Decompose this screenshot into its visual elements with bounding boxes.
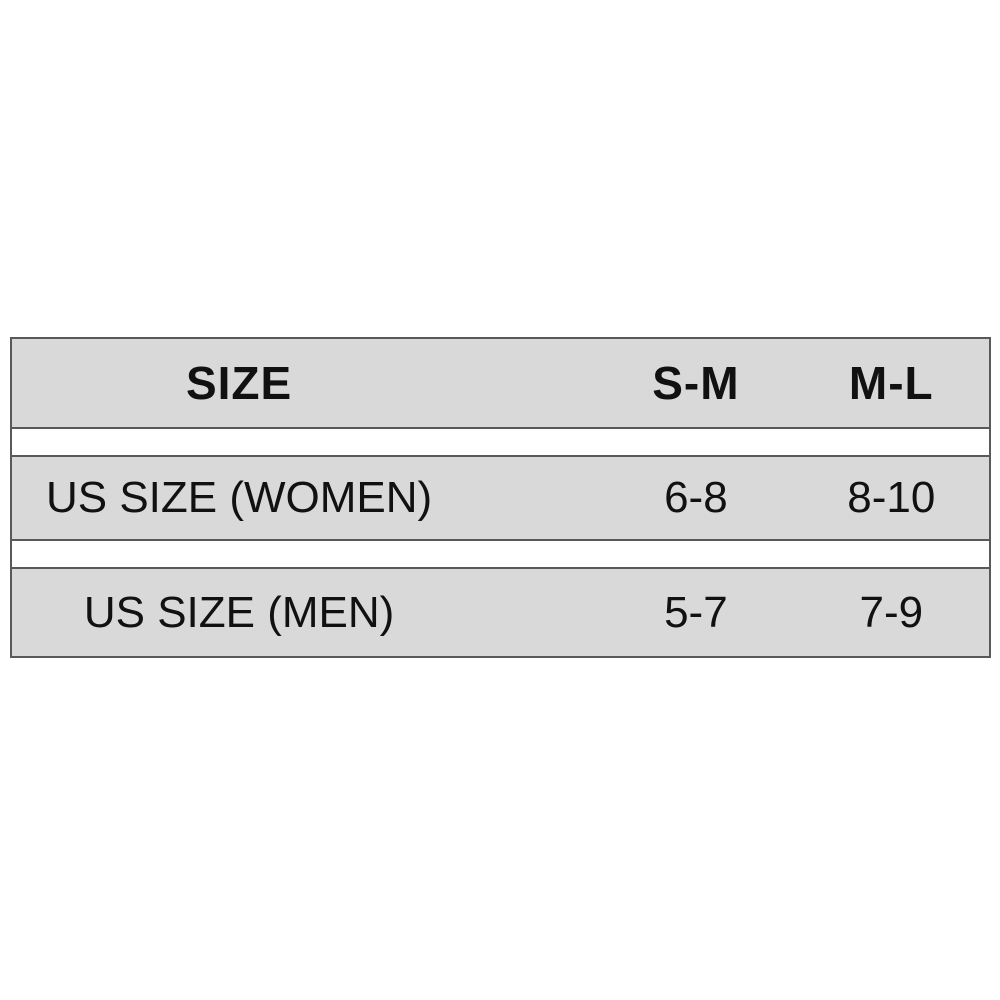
table-row-women: US SIZE (WOMEN) 6-8 8-10 bbox=[12, 455, 989, 541]
women-row-label: US SIZE (WOMEN) bbox=[45, 473, 433, 522]
header-size-label: SIZE bbox=[185, 357, 293, 409]
size-chart-table: SIZE S-M M-L US SIZE (WOMEN) 6-8 8-10 US… bbox=[10, 337, 991, 658]
row-gap bbox=[12, 541, 989, 567]
women-ml-value: 8-10 bbox=[847, 473, 936, 522]
men-row-label: US SIZE (MEN) bbox=[83, 587, 395, 637]
row-gap bbox=[12, 429, 989, 455]
men-ml-value: 7-9 bbox=[859, 587, 924, 637]
header-ml-label: M-L bbox=[848, 357, 934, 409]
men-sm-value: 5-7 bbox=[664, 587, 728, 637]
size-chart-header-row: SIZE S-M M-L bbox=[12, 337, 989, 429]
header-sm-label: S-M bbox=[652, 357, 740, 409]
women-sm-value: 6-8 bbox=[664, 473, 728, 522]
table-row-men: US SIZE (MEN) 5-7 7-9 bbox=[12, 567, 989, 658]
